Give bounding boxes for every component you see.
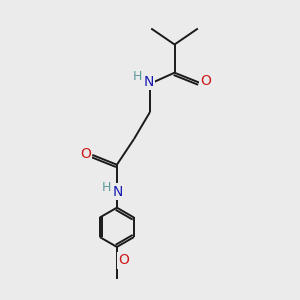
Text: N: N: [144, 75, 154, 89]
Text: O: O: [200, 74, 211, 88]
Text: O: O: [118, 254, 129, 267]
Text: H: H: [102, 181, 111, 194]
Text: O: O: [80, 147, 91, 161]
Text: N: N: [113, 185, 123, 199]
Text: H: H: [133, 70, 142, 83]
